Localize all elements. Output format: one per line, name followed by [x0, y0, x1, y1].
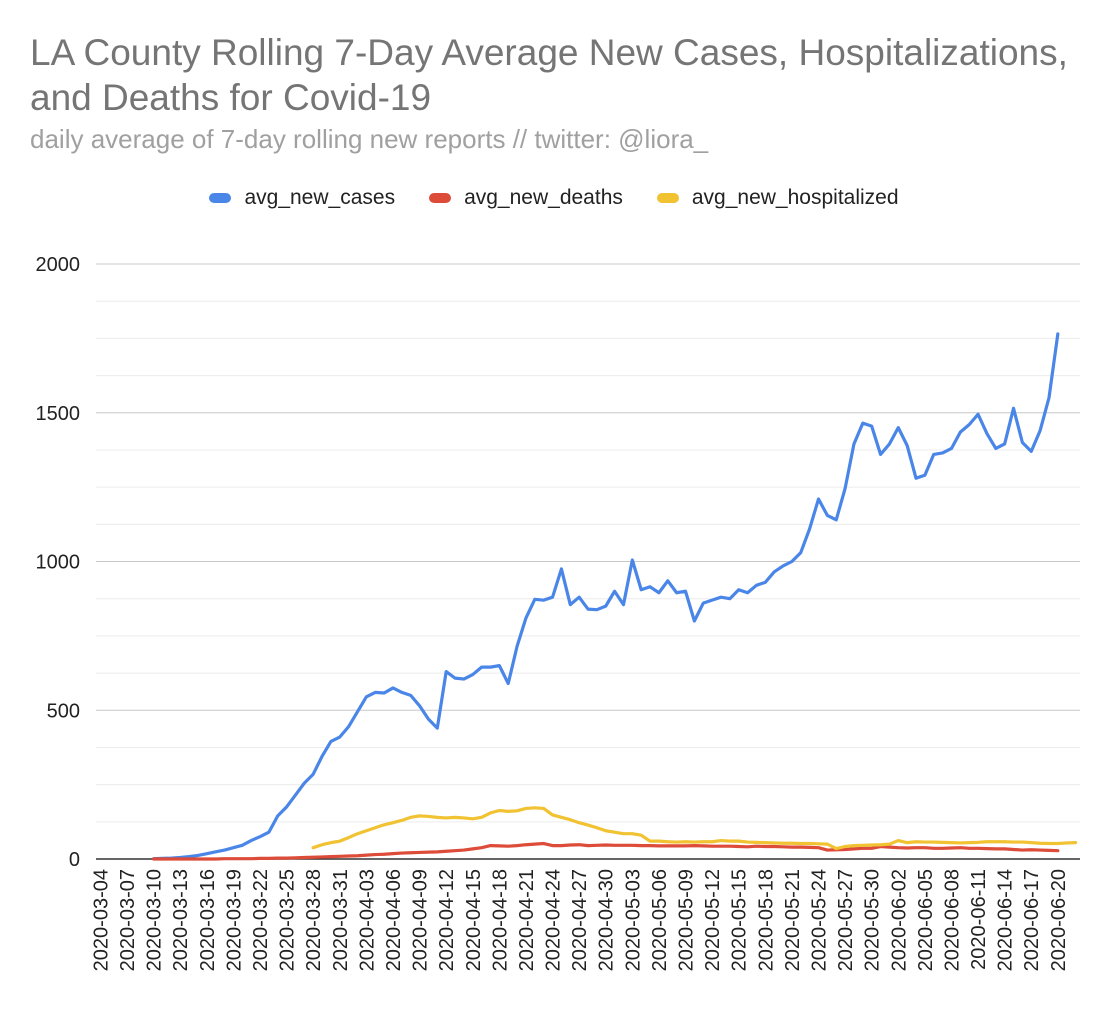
- x-tick-label: 2020-04-18: [489, 869, 511, 971]
- x-tick-label: 2020-04-30: [596, 869, 618, 971]
- x-tick-label: 2020-04-24: [543, 869, 565, 971]
- x-tick-label: 2020-04-03: [356, 869, 378, 971]
- y-tick-label: 0: [69, 849, 80, 871]
- legend-label: avg_new_cases: [244, 186, 396, 209]
- legend-label: avg_new_deaths: [464, 186, 623, 209]
- x-tick-label: 2020-06-20: [1048, 869, 1070, 971]
- legend-item: avg_new_deaths: [429, 186, 623, 210]
- x-tick-label: 2020-03-25: [277, 869, 299, 971]
- x-tick-label: 2020-04-21: [516, 869, 538, 971]
- x-tick-label: 2020-04-15: [463, 869, 485, 971]
- x-tick-label: 2020-06-14: [995, 869, 1017, 971]
- legend-label: avg_new_hospitalized: [691, 186, 899, 209]
- y-tick-label: 2000: [36, 254, 81, 276]
- x-tick-label: 2020-03-28: [303, 869, 325, 971]
- x-tick-label: 2020-05-09: [676, 869, 698, 971]
- x-tick-label: 2020-03-07: [117, 869, 139, 971]
- x-tick-label: 2020-06-08: [941, 869, 963, 971]
- x-tick-label: 2020-03-19: [223, 869, 245, 971]
- x-tick-label: 2020-05-03: [622, 869, 644, 971]
- x-tick-label: 2020-04-27: [569, 869, 591, 971]
- x-tick-label: 2020-03-31: [330, 869, 352, 971]
- x-tick-label: 2020-04-12: [436, 869, 458, 971]
- legend-item: avg_new_hospitalized: [656, 186, 899, 210]
- series-line-avg_new_cases: [152, 332, 1060, 861]
- x-tick-label: 2020-06-05: [915, 869, 937, 971]
- y-tick-label: 1500: [36, 403, 81, 425]
- x-tick-label: 2020-05-21: [782, 869, 804, 971]
- y-tick-label: 1000: [36, 552, 81, 574]
- x-tick-label: 2020-03-13: [170, 869, 192, 971]
- chart-title: LA County Rolling 7-Day Average New Case…: [30, 32, 1068, 118]
- x-tick-label: 2020-06-11: [968, 869, 990, 970]
- legend-item: avg_new_cases: [209, 186, 395, 210]
- legend-swatch: [209, 193, 232, 203]
- x-tick-label: 2020-03-16: [197, 869, 219, 971]
- chart-subtitle: daily average of 7-day rolling new repor…: [30, 124, 709, 154]
- legend-swatch: [429, 193, 452, 203]
- x-tick-label: 2020-05-24: [808, 869, 830, 971]
- x-tick-label: 2020-03-22: [250, 869, 272, 971]
- x-tick-label: 2020-05-30: [862, 869, 884, 971]
- x-tick-label: 2020-05-12: [702, 869, 724, 971]
- x-tick-label: 2020-06-02: [888, 869, 910, 971]
- x-tick-label: 2020-03-10: [144, 869, 166, 971]
- x-tick-label: 2020-04-09: [410, 869, 432, 971]
- y-tick-label: 500: [47, 700, 80, 722]
- x-tick-label: 2020-03-04: [90, 869, 112, 971]
- legend-swatch: [656, 193, 679, 203]
- legend: avg_new_cases avg_new_deaths avg_new_hospi…: [0, 186, 1108, 210]
- x-tick-label: 2020-05-06: [649, 869, 671, 971]
- series-line-avg_new_hospitalized: [311, 806, 1078, 851]
- x-tick-label: 2020-05-27: [835, 869, 857, 971]
- x-tick-label: 2020-04-06: [383, 869, 405, 971]
- x-tick-label: 2020-06-17: [1021, 869, 1043, 971]
- x-tick-label: 2020-05-18: [755, 869, 777, 971]
- series-line-avg_new_deaths: [152, 841, 1060, 861]
- x-tick-label: 2020-05-15: [729, 869, 751, 971]
